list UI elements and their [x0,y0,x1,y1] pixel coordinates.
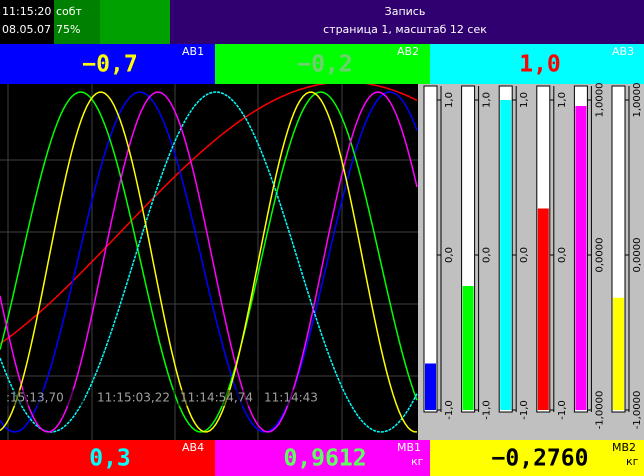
channel-value: 0,3 [89,446,131,472]
status-bg [54,0,100,44]
channel-name: АВ2 [397,45,419,58]
bar-tick-label: 0,0 [482,247,493,263]
channel-tile [0,440,215,476]
plot-bg [0,84,418,440]
time-label: 11:14:54,74 [180,391,253,405]
bar-tick-label: -1,0000 [632,391,643,430]
trace [0,91,418,433]
bars-bg [418,84,644,440]
trace [0,84,418,345]
time-label-bg [178,390,258,406]
channel-value: 0,9612 [283,446,366,472]
bar-tick-label: 1,0000 [632,83,643,118]
bar-fill [425,363,436,410]
title: Запись [385,5,426,18]
time-label-bg [4,390,84,406]
channel-value: −0,7 [82,52,137,78]
bar-track [423,85,438,413]
bar-tick-label: 0,0 [444,247,455,263]
bar-tick-label: 1,0 [557,92,568,108]
date: 08.05.07 [2,23,51,36]
bar-tick-label: 1,0000 [594,83,605,118]
channel-value: −0,2760 [492,446,589,472]
memory: 75% [56,23,80,36]
bar-tick-label: 1,0 [444,92,455,108]
bar-tick-label: 0,0000 [632,238,643,273]
channel-tile [430,44,644,84]
bar-fill [537,208,549,410]
bar-tick-label: -1,0 [482,400,493,420]
time-label: :15:13,70 [6,391,64,405]
trace [0,91,418,433]
bar-fill [575,106,587,410]
channel-name: МВ1 [397,441,421,454]
bar-tick-label: 0,0000 [594,238,605,273]
bar-tick-label: -1,0 [444,400,455,420]
status-block [100,0,170,44]
bar-fill [500,100,512,410]
channel-tile [215,44,430,84]
channel-tile [0,44,215,84]
channel-name: АВ4 [182,441,204,454]
bar-fill [613,297,624,410]
channel-tile [430,440,644,476]
bar-tick-label: 1,0 [519,92,530,108]
time-label: 11:14:43 [264,391,318,405]
events: собт [56,5,83,18]
channel-unit: кг [626,455,639,468]
bar-tick-label: -1,0000 [594,391,605,430]
bar-fill [462,286,474,410]
time: 11:15:20 [2,5,51,18]
channel-name: МВ2 [612,441,636,454]
trace [0,91,418,433]
bar-tick-label: -1,0 [519,400,530,420]
time-label-bg [95,390,175,406]
channel-value: −0,2 [297,52,352,78]
time-label-bg [262,390,342,406]
time-label: 11:15:03,22 [97,391,170,405]
title-bg [170,0,644,44]
subtitle: страница 1, масштаб 12 сек [323,23,487,36]
bar-tick-label: 0,0 [519,247,530,263]
channel-name: АВ3 [612,45,634,58]
channel-tile [215,440,430,476]
channel-unit: кг [411,455,424,468]
bar-tick-label: 1,0 [482,92,493,108]
channel-value: 1,0 [519,52,561,78]
trace [0,91,418,433]
channel-name: АВ1 [182,45,204,58]
bar-tick-label: 0,0 [557,247,568,263]
bar-tick-label: -1,0 [557,400,568,420]
